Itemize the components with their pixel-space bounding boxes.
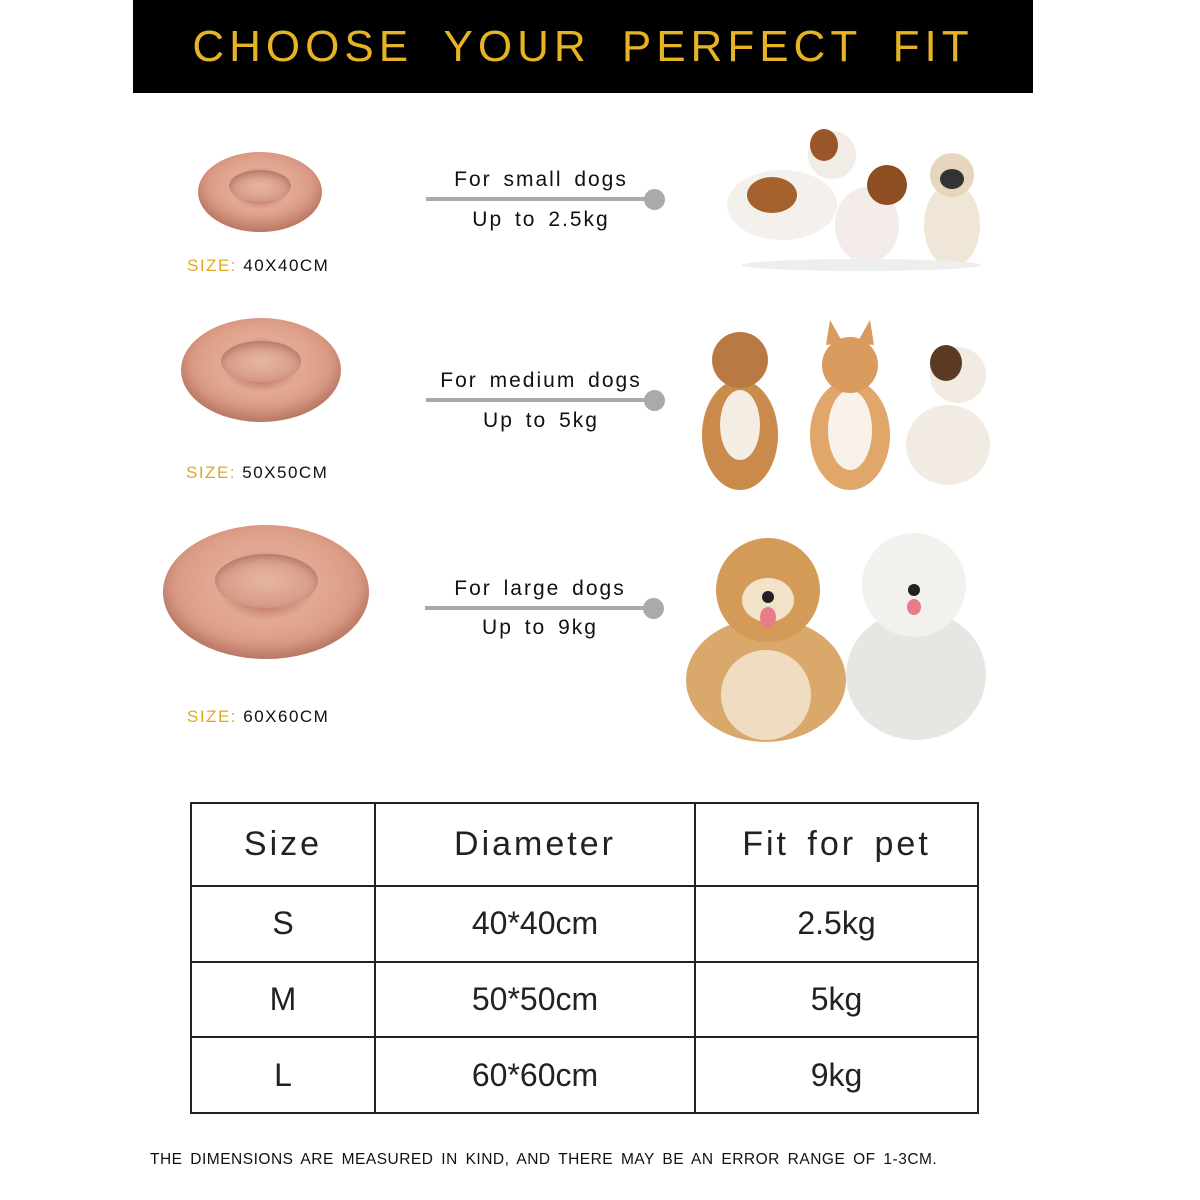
fit-label-small: For small dogs — [454, 168, 628, 191]
header-diameter: Diameter — [374, 802, 696, 887]
page-title: CHOOSE YOUR PERFECT FIT — [192, 21, 974, 71]
cell-diameter: 40*40cm — [374, 885, 696, 963]
fit-label-medium: For medium dogs — [440, 369, 642, 392]
bed-image-large — [163, 525, 369, 659]
size-key: SIZE: — [186, 463, 237, 482]
bed-image-medium — [181, 318, 341, 422]
cell-diameter: 60*60cm — [374, 1036, 696, 1114]
title-banner: CHOOSE YOUR PERFECT FIT — [133, 0, 1033, 93]
header-fit: Fit for pet — [694, 802, 979, 887]
size-value: 40X40CM — [243, 256, 330, 275]
cell-fit: 5kg — [694, 960, 979, 1039]
size-value: 60X60CM — [243, 707, 330, 726]
small-dogs-photo — [727, 129, 982, 271]
measurement-note: THE DIMENSIONS ARE MEASURED IN KIND, AND… — [150, 1151, 938, 1168]
weight-label-large: Up to 9kg — [482, 616, 598, 639]
large-dogs-photo — [686, 533, 986, 742]
cell-fit: 2.5kg — [694, 885, 979, 963]
connector-line — [425, 606, 653, 610]
cell-size: L — [190, 1036, 376, 1114]
weight-label-small: Up to 2.5kg — [472, 208, 610, 231]
table-row: L 60*60cm 9kg — [190, 1036, 979, 1114]
size-key: SIZE: — [187, 256, 238, 275]
cell-size: M — [190, 960, 376, 1039]
cell-diameter: 50*50cm — [374, 960, 696, 1039]
cell-size: S — [190, 885, 376, 963]
bed-image-small — [198, 152, 322, 232]
weight-label-medium: Up to 5kg — [483, 409, 599, 432]
size-label-medium: SIZE: 50X50CM — [186, 463, 328, 483]
table-row: S 40*40cm 2.5kg — [190, 885, 979, 963]
size-table: Size Diameter Fit for pet S 40*40cm 2.5k… — [190, 802, 979, 1114]
size-key: SIZE: — [187, 707, 238, 726]
fit-label-large: For large dogs — [454, 577, 626, 600]
header-size: Size — [190, 802, 376, 887]
connector-dot — [644, 390, 665, 411]
connector-line — [426, 398, 654, 402]
cell-fit: 9kg — [694, 1036, 979, 1114]
table-header-row: Size Diameter Fit for pet — [190, 802, 979, 887]
medium-dogs-photo — [702, 320, 990, 490]
size-label-large: SIZE: 60X60CM — [187, 707, 329, 727]
size-value: 50X50CM — [242, 463, 329, 482]
connector-line — [426, 197, 654, 201]
connector-dot — [644, 189, 665, 210]
table-row: M 50*50cm 5kg — [190, 960, 979, 1039]
size-label-small: SIZE: 40X40CM — [187, 256, 329, 276]
connector-dot — [643, 598, 664, 619]
